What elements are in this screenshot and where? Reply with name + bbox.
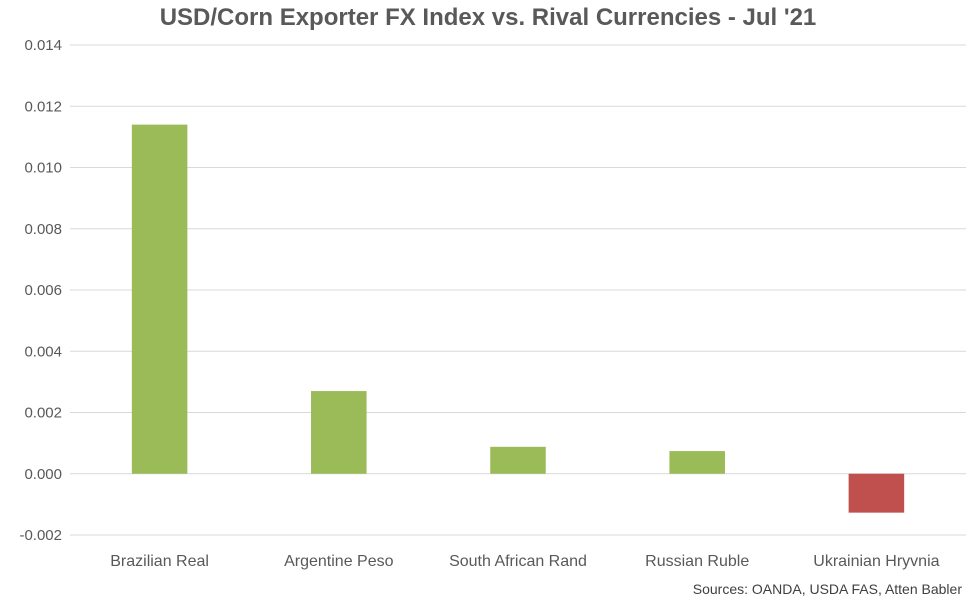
x-tick-label: South African Rand xyxy=(449,553,587,570)
y-tick-label: 0.006 xyxy=(24,282,62,299)
y-tick-label: 0.014 xyxy=(24,37,62,54)
y-tick-label: 0.000 xyxy=(24,466,62,483)
y-tick-label: 0.002 xyxy=(24,405,62,422)
chart-title: USD/Corn Exporter FX Index vs. Rival Cur… xyxy=(159,4,817,31)
y-tick-label: 0.012 xyxy=(24,98,62,115)
y-tick-label: -0.002 xyxy=(19,527,62,544)
y-tick-label: 0.004 xyxy=(24,343,62,360)
x-tick-label: Ukrainian Hryvnia xyxy=(813,553,939,570)
x-tick-label: Brazilian Real xyxy=(110,553,209,570)
source-note: Sources: OANDA, USDA FAS, Atten Babler xyxy=(692,581,962,597)
bar xyxy=(131,124,188,474)
bar xyxy=(311,391,367,474)
x-tick-label: Argentine Peso xyxy=(284,553,394,570)
x-tick-label: Russian Ruble xyxy=(645,553,749,570)
y-tick-label: 0.010 xyxy=(24,160,62,177)
bar xyxy=(848,473,905,513)
bar xyxy=(490,446,546,474)
y-tick-label: 0.008 xyxy=(24,221,62,238)
bar xyxy=(669,451,725,474)
